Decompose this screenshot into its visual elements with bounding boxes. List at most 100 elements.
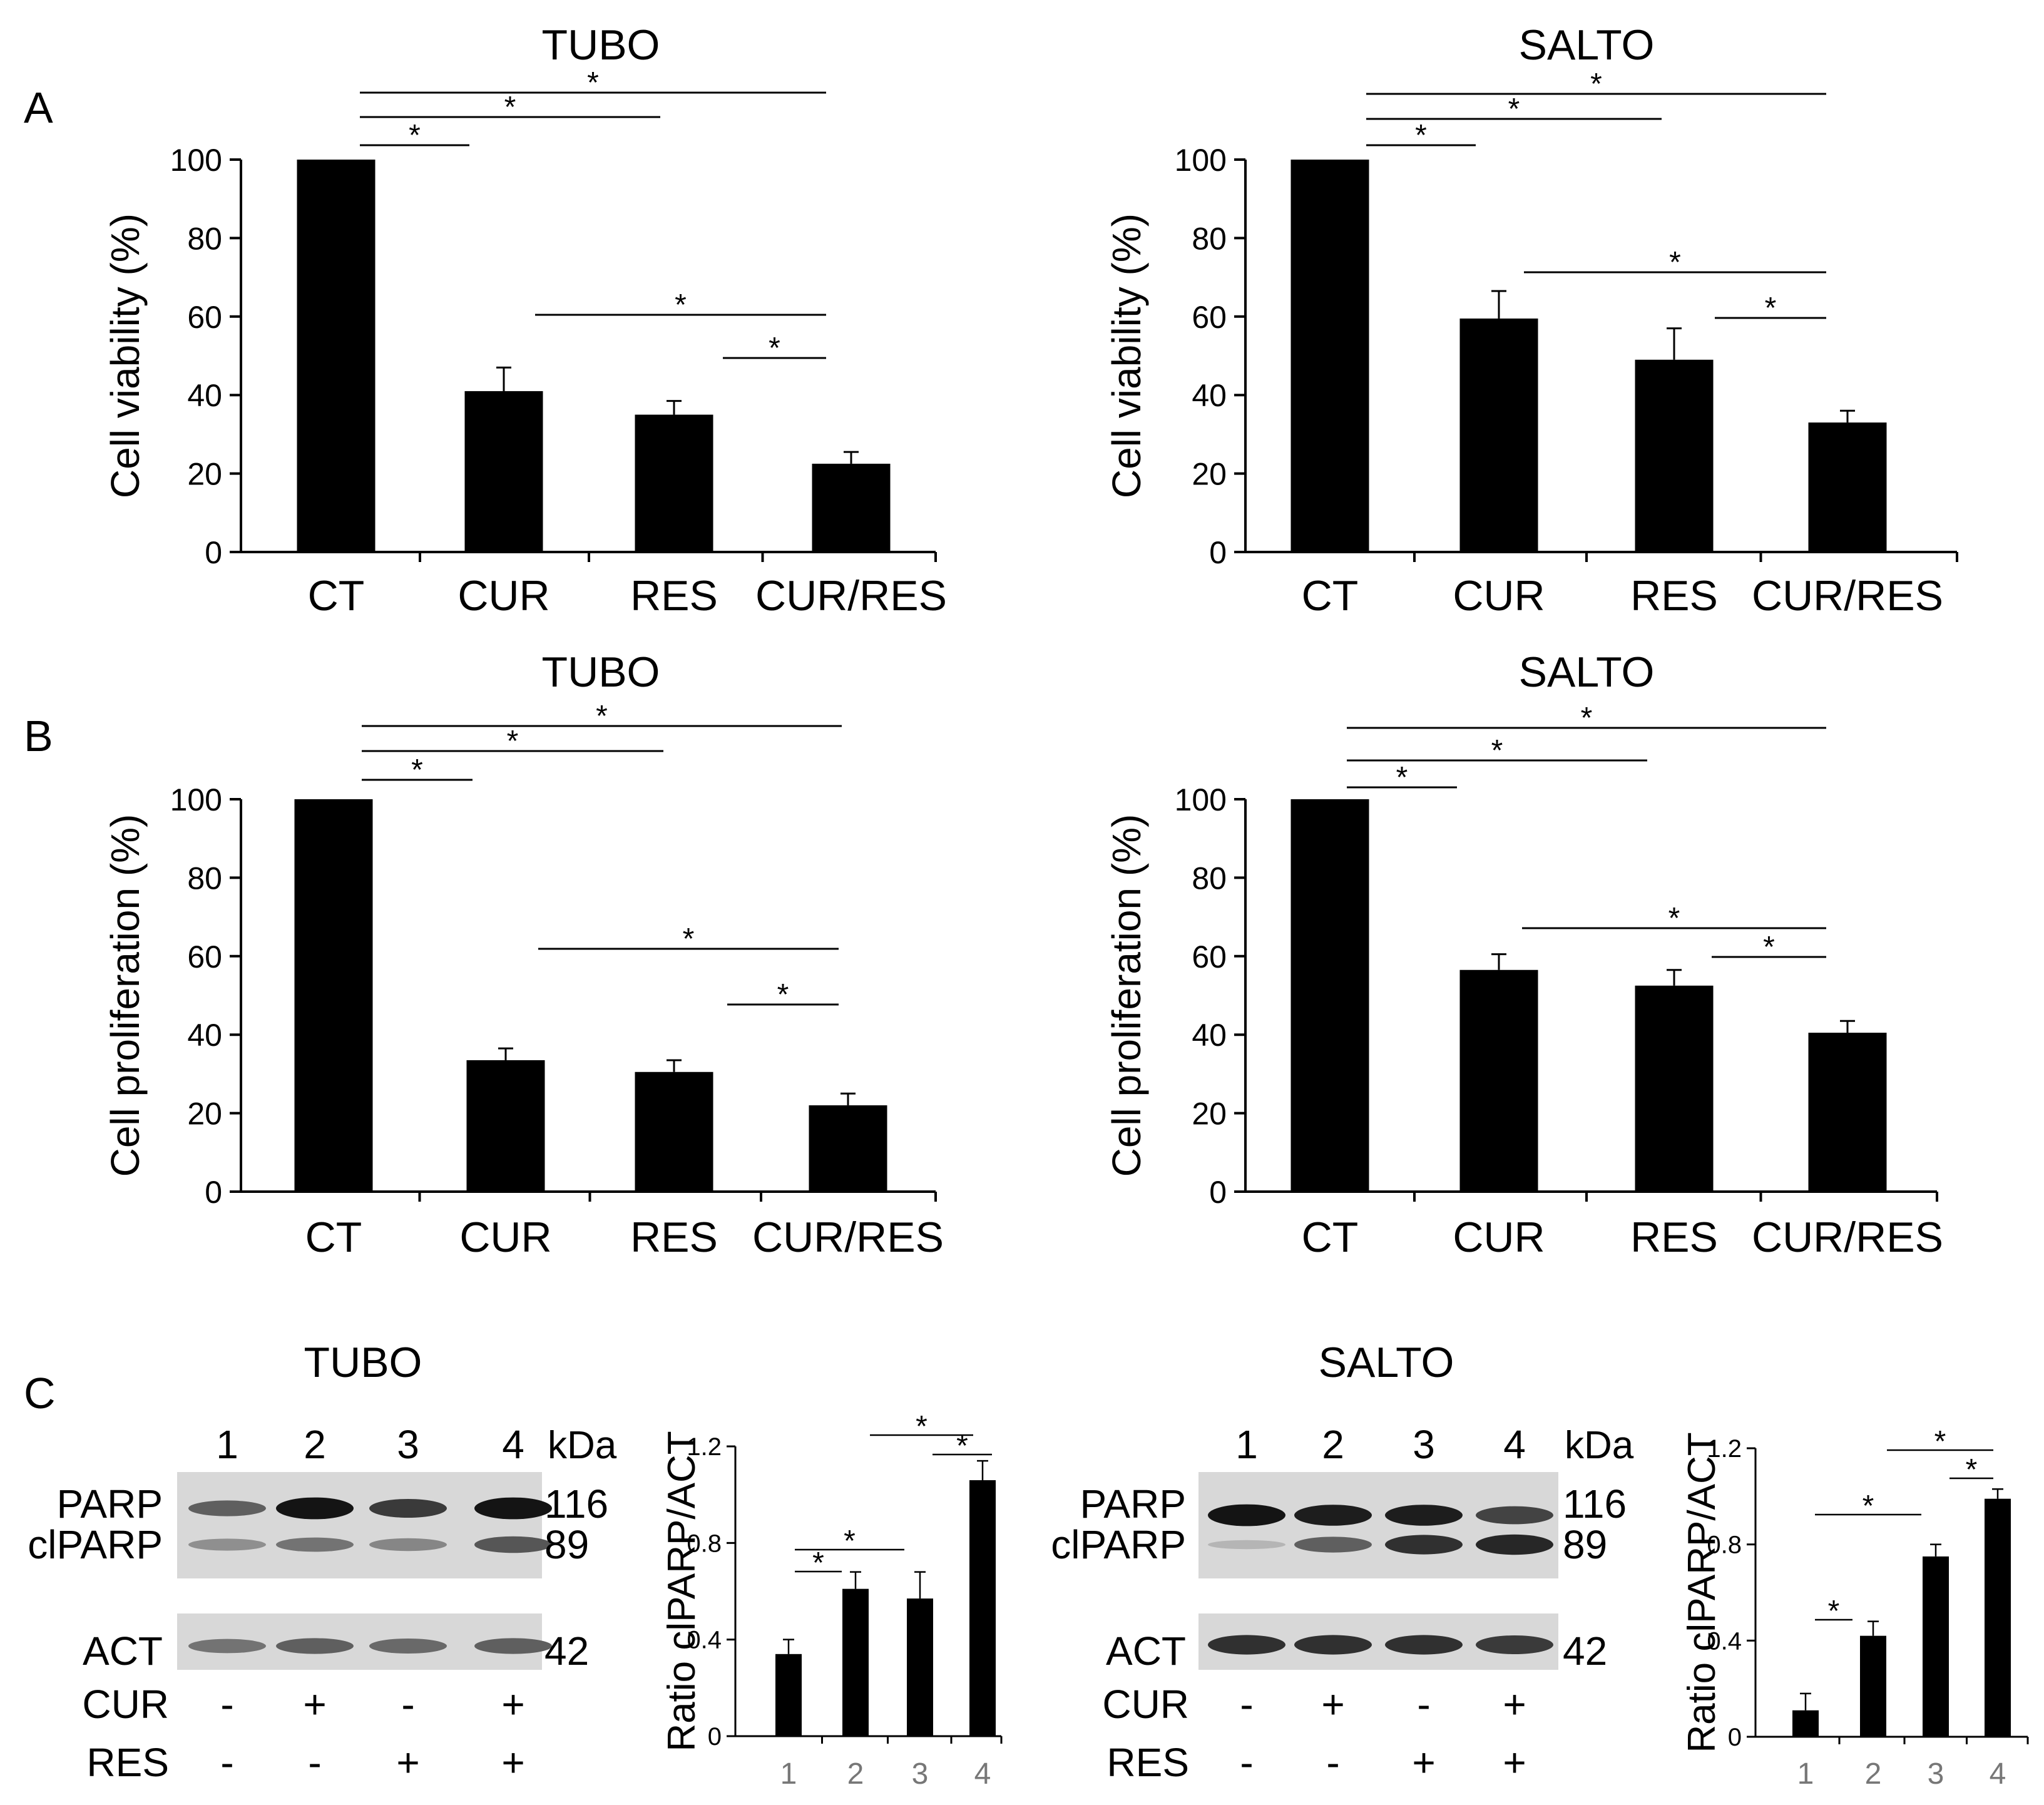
y-tick-label: 60: [187, 300, 222, 335]
y-tick-label: 100: [170, 782, 222, 817]
blot-band: [188, 1639, 266, 1654]
blot-band: [1385, 1535, 1463, 1555]
lane-label: 3: [397, 1422, 419, 1467]
significance-star: *: [507, 725, 519, 758]
y-axis-label: Ratio clPARP/ACT: [660, 1431, 703, 1751]
bar: [1290, 799, 1369, 1192]
blot-band: [1476, 1635, 1553, 1654]
treatment-sign: -: [1240, 1682, 1253, 1727]
bar: [1792, 1710, 1819, 1737]
band-label: PARP: [56, 1481, 163, 1526]
category-label: 2: [847, 1757, 864, 1791]
y-tick-label: 40: [187, 1018, 222, 1053]
lane-label: 4: [502, 1422, 524, 1467]
band-label: ACT: [1106, 1629, 1186, 1674]
treatment-sign: +: [396, 1740, 419, 1785]
bar: [1923, 1556, 1949, 1737]
treatment-sign: -: [220, 1740, 233, 1785]
bar: [969, 1480, 996, 1736]
category-label: 2: [1865, 1757, 1882, 1791]
treatment-sign: +: [1503, 1740, 1526, 1785]
y-tick-label: 0: [205, 535, 222, 570]
bar: [1459, 318, 1538, 552]
blot-band: [276, 1497, 354, 1520]
western-blot-salto: SALTO 1 2 3 4 kDa PARP 116 clPARP 89 ACT 42 CUR - + - + R…: [1051, 1339, 1634, 1785]
y-tick-label: 100: [1175, 143, 1227, 178]
significance-star: *: [1669, 246, 1681, 279]
bar: [1808, 422, 1887, 552]
bar: [907, 1598, 933, 1736]
bar: [842, 1588, 869, 1736]
significance-star: *: [916, 1410, 927, 1443]
y-tick-label: 40: [1192, 378, 1227, 413]
y-tick-label: 80: [187, 861, 222, 896]
category-label: CT: [1302, 572, 1359, 620]
y-tick-label: 60: [1192, 939, 1227, 974]
category-label: CT: [305, 1214, 362, 1261]
chart-title: TUBO: [542, 21, 660, 69]
bar: [1635, 985, 1714, 1192]
blot-band: [474, 1536, 552, 1553]
y-tick-label: 1.2: [1707, 1435, 1742, 1463]
treatment-sign: +: [501, 1682, 524, 1727]
treatment-sign: -: [401, 1682, 414, 1727]
significance-star: *: [1581, 702, 1593, 735]
category-label: 4: [1990, 1757, 2006, 1791]
panel-label-a: A: [24, 83, 53, 132]
chart-a-tubo: TUBO 0 20 40 60 80 100 Cell viability (%) CT CUR R…: [103, 21, 947, 620]
y-tick-label: 0.4: [1707, 1627, 1742, 1655]
category-label: RES: [630, 572, 718, 620]
significance-star: *: [1765, 292, 1777, 325]
significance-star: *: [769, 332, 780, 365]
y-tick-label: 60: [187, 939, 222, 974]
kda-header: kDa: [1565, 1424, 1634, 1467]
y-tick-label: 0: [708, 1723, 722, 1751]
chart-title: SALTO: [1519, 21, 1655, 69]
significance-star: *: [1668, 902, 1680, 935]
significance-star: *: [411, 754, 423, 787]
significance-star: *: [1396, 761, 1408, 794]
significance-star: *: [596, 700, 608, 733]
significance-star: *: [1828, 1595, 1840, 1628]
bar: [635, 414, 713, 552]
y-tick-label: 0: [1209, 1175, 1227, 1210]
blot-band: [1385, 1505, 1463, 1526]
y-axis-label: Cell viability (%): [103, 213, 148, 498]
blot-title: TUBO: [304, 1339, 422, 1386]
lane-label: 2: [1322, 1422, 1344, 1467]
treatment-label: RES: [86, 1740, 169, 1785]
category-label: RES: [1630, 572, 1718, 620]
y-tick-label: 20: [187, 1097, 222, 1132]
category-label: 1: [1797, 1757, 1814, 1791]
category-label: CUR/RES: [1752, 1214, 1943, 1261]
treatment-sign: -: [1326, 1740, 1339, 1785]
bar: [775, 1654, 802, 1736]
treatment-label: CUR: [1102, 1682, 1189, 1727]
treatment-sign: +: [1503, 1682, 1526, 1727]
y-axis-label: Cell proliferation (%): [103, 814, 148, 1177]
significance-star: *: [587, 66, 599, 100]
category-label: CUR/RES: [752, 1214, 944, 1261]
y-tick-label: 20: [1192, 1097, 1227, 1132]
chart-title: SALTO: [1519, 648, 1655, 696]
lane-label: 1: [1235, 1422, 1258, 1467]
significance-star: *: [844, 1525, 856, 1558]
band-kda: 116: [1563, 1481, 1627, 1526]
bar: [1635, 359, 1714, 552]
band-label: clPARP: [1051, 1522, 1186, 1567]
blot-band: [188, 1500, 266, 1516]
category-label: CUR/RES: [1752, 572, 1943, 620]
kda-header: kDa: [548, 1424, 617, 1467]
y-tick-label: 80: [1192, 221, 1227, 256]
blot-membrane-top: [177, 1472, 542, 1578]
treatment-sign: -: [220, 1682, 233, 1727]
bar: [294, 799, 373, 1192]
bar: [1985, 1498, 2011, 1737]
blot-band: [1476, 1534, 1553, 1555]
y-tick-label: 20: [1192, 457, 1227, 492]
bar: [1808, 1033, 1887, 1192]
y-tick-label: 40: [1192, 1018, 1227, 1053]
